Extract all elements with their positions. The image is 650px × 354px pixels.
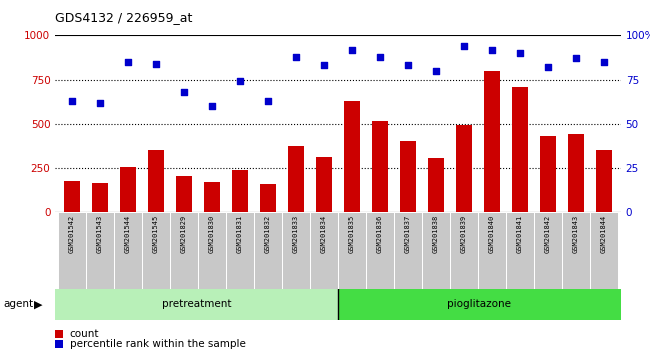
- Bar: [338, 212, 366, 289]
- Point: [599, 59, 609, 65]
- Bar: [254, 212, 282, 289]
- Text: percentile rank within the sample: percentile rank within the sample: [70, 339, 246, 349]
- Text: agent: agent: [3, 299, 33, 309]
- Bar: [506, 212, 534, 289]
- Text: GSM201838: GSM201838: [433, 215, 439, 253]
- Point: [318, 63, 329, 68]
- Point: [403, 63, 413, 68]
- Text: GSM201841: GSM201841: [517, 215, 523, 253]
- Bar: [456, 125, 472, 212]
- Bar: [484, 71, 500, 212]
- Bar: [512, 87, 528, 212]
- Bar: [366, 212, 394, 289]
- Text: GSM201837: GSM201837: [405, 215, 411, 253]
- Text: GSM201544: GSM201544: [125, 215, 131, 253]
- Text: GSM201831: GSM201831: [237, 215, 243, 253]
- Point: [431, 68, 441, 74]
- Bar: [170, 212, 198, 289]
- Text: GSM201842: GSM201842: [545, 215, 551, 253]
- Bar: [372, 121, 387, 212]
- Point: [235, 79, 245, 84]
- Bar: [176, 176, 192, 212]
- Bar: [260, 184, 276, 212]
- Point: [263, 98, 273, 104]
- Bar: [226, 212, 254, 289]
- Text: GSM201834: GSM201834: [321, 215, 327, 253]
- Bar: [317, 156, 332, 212]
- Text: GSM201844: GSM201844: [601, 215, 607, 253]
- Text: GSM201830: GSM201830: [209, 215, 215, 253]
- Point: [543, 64, 553, 70]
- Point: [179, 89, 189, 95]
- Text: GSM201839: GSM201839: [461, 215, 467, 253]
- Text: GDS4132 / 226959_at: GDS4132 / 226959_at: [55, 11, 192, 24]
- Bar: [64, 181, 80, 212]
- Bar: [282, 212, 310, 289]
- Bar: [338, 289, 621, 320]
- Bar: [232, 170, 248, 212]
- Text: GSM201840: GSM201840: [489, 215, 495, 253]
- Point: [347, 47, 358, 52]
- Bar: [148, 150, 164, 212]
- Bar: [204, 182, 220, 212]
- Text: GSM201542: GSM201542: [69, 215, 75, 253]
- Point: [291, 54, 301, 59]
- Point: [487, 47, 497, 52]
- Point: [571, 56, 581, 61]
- Bar: [450, 212, 478, 289]
- Bar: [198, 212, 226, 289]
- Bar: [428, 158, 444, 212]
- Bar: [590, 212, 618, 289]
- Bar: [120, 167, 136, 212]
- Bar: [289, 146, 304, 212]
- Text: GSM201836: GSM201836: [377, 215, 383, 253]
- Bar: [114, 212, 142, 289]
- Point: [151, 61, 161, 67]
- Point: [375, 54, 385, 59]
- Text: GSM201545: GSM201545: [153, 215, 159, 253]
- Bar: [310, 212, 338, 289]
- Bar: [344, 101, 359, 212]
- Point: [515, 50, 525, 56]
- Point: [207, 103, 217, 109]
- Bar: [86, 212, 114, 289]
- Point: [67, 98, 77, 104]
- Text: GSM201829: GSM201829: [181, 215, 187, 253]
- Bar: [596, 149, 612, 212]
- Bar: [562, 212, 590, 289]
- Text: GSM201833: GSM201833: [293, 215, 299, 253]
- Bar: [394, 212, 422, 289]
- Text: count: count: [70, 329, 99, 339]
- Bar: [540, 136, 556, 212]
- Bar: [534, 212, 562, 289]
- Text: GSM201843: GSM201843: [573, 215, 579, 253]
- Text: pioglitazone: pioglitazone: [447, 299, 512, 309]
- Point: [123, 59, 133, 65]
- Text: pretreatment: pretreatment: [162, 299, 231, 309]
- Bar: [92, 183, 108, 212]
- Bar: [142, 212, 170, 289]
- Bar: [58, 212, 86, 289]
- Point: [459, 43, 469, 49]
- Bar: [55, 289, 338, 320]
- Text: GSM201543: GSM201543: [97, 215, 103, 253]
- Text: ▶: ▶: [34, 299, 42, 309]
- Bar: [422, 212, 450, 289]
- Text: GSM201835: GSM201835: [349, 215, 355, 253]
- Bar: [568, 133, 584, 212]
- Text: GSM201832: GSM201832: [265, 215, 271, 253]
- Bar: [400, 141, 416, 212]
- Point: [95, 100, 105, 105]
- Bar: [478, 212, 506, 289]
